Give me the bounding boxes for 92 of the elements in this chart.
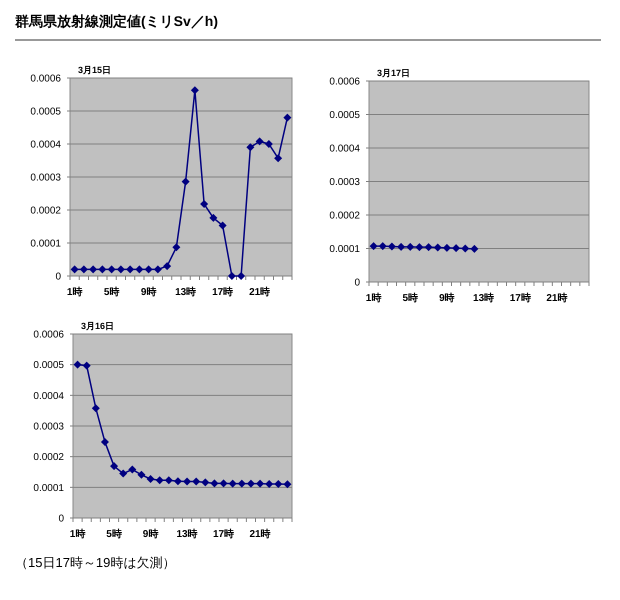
y-tick-label: 0.0002 (30, 206, 62, 216)
point (201, 478, 210, 486)
point (182, 178, 190, 186)
y-tick-label: 0.0004 (33, 390, 64, 402)
point (98, 265, 106, 274)
point (82, 362, 91, 370)
x-tick-label: 5時 (402, 292, 418, 304)
x-tick-label: 17時 (510, 292, 531, 304)
x-tick-label: 17時 (212, 286, 234, 298)
y-tick-label: 0.0004 (30, 140, 62, 150)
point (237, 272, 246, 280)
y-tick-label: 0.0001 (329, 244, 360, 255)
point (246, 143, 254, 152)
point (172, 243, 180, 252)
x-tick-label: 21時 (546, 292, 568, 304)
x-tick-label: 21時 (249, 286, 270, 298)
y-tick-label: 0.0006 (30, 74, 62, 84)
y-tick-label: 0.0001 (33, 482, 64, 494)
x-tick-label: 9時 (439, 292, 455, 304)
x-tick-label: 9時 (142, 528, 158, 540)
point (183, 478, 192, 486)
x-tick-label: 1時 (70, 528, 86, 540)
point (265, 480, 274, 488)
point (108, 265, 116, 274)
point (228, 480, 237, 488)
point (283, 480, 292, 488)
x-tick-label: 13時 (175, 286, 196, 298)
point (164, 476, 173, 484)
point (200, 200, 208, 208)
point (70, 265, 79, 274)
y-tick-label: 0.0004 (329, 144, 360, 154)
point (74, 360, 82, 369)
y-tick-label: 0.0002 (329, 210, 360, 222)
point (146, 475, 155, 484)
point (92, 404, 100, 412)
x-tick-label: 5時 (106, 528, 122, 540)
point (110, 462, 118, 470)
point (192, 478, 200, 486)
point (256, 137, 264, 146)
point (119, 470, 128, 478)
y-tick-label: 0.0006 (329, 76, 360, 88)
point (135, 265, 144, 274)
chart-title: 3月15日 (78, 65, 112, 75)
x-tick-label: 21時 (250, 528, 271, 540)
point (126, 265, 134, 274)
point (156, 476, 164, 484)
y-tick-label: 0.0003 (329, 177, 360, 188)
text: 群馬県放射線測定値(ミリSv／h) (14, 13, 218, 29)
x-tick-label: 9時 (140, 286, 156, 298)
y-tick-label: 0.0002 (33, 452, 64, 464)
point (256, 480, 264, 488)
point (274, 480, 282, 488)
point (209, 214, 218, 222)
point (246, 480, 255, 488)
point (190, 86, 199, 94)
y-tick-label: 0.0003 (30, 172, 62, 184)
chart-title: 3月17日 (377, 68, 410, 78)
point (228, 272, 236, 280)
y-tick-label: 0.0005 (30, 106, 62, 118)
point (218, 222, 227, 230)
x-tick-label: 1時 (66, 286, 82, 298)
point (137, 470, 146, 479)
point (80, 265, 88, 274)
x-tick-label: 5時 (104, 286, 120, 298)
point (116, 265, 125, 274)
y-tick-label: 0 (58, 514, 64, 524)
point (144, 265, 153, 274)
y-tick-label: 0 (55, 272, 62, 282)
point (283, 114, 292, 122)
point (100, 438, 109, 446)
chart-title: 3月16日 (81, 321, 114, 331)
y-tick-label: 0.0005 (329, 110, 360, 121)
text: （15日17時～19時は欠測） (15, 555, 176, 570)
point (274, 154, 282, 162)
y-tick-label: 0.0001 (30, 238, 62, 250)
x-tick-label: 13時 (473, 292, 494, 304)
x-tick-label: 1時 (366, 292, 382, 304)
point (89, 265, 98, 274)
point (264, 140, 273, 148)
point (238, 480, 246, 488)
y-tick-label: 0.0006 (33, 330, 64, 340)
y-tick-label: 0.0005 (33, 360, 64, 372)
point (220, 479, 228, 488)
point (210, 479, 218, 488)
point (174, 477, 182, 486)
point (154, 265, 162, 274)
point (163, 262, 172, 270)
x-tick-label: 13時 (176, 528, 198, 540)
x-tick-label: 17時 (213, 528, 234, 540)
y-tick-label: 0 (354, 278, 360, 288)
y-tick-label: 0.0003 (33, 422, 64, 432)
point (128, 466, 136, 474)
